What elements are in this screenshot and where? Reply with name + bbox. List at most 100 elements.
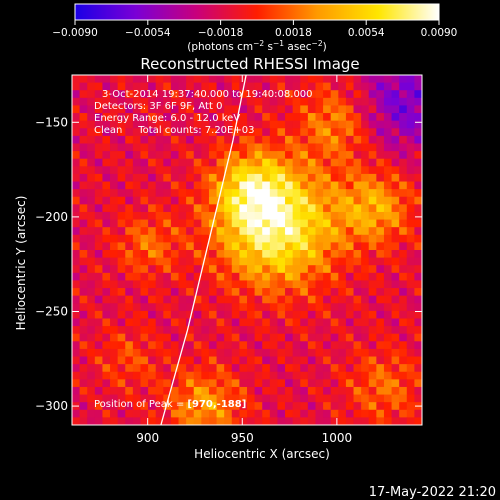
heatmap-cell bbox=[72, 196, 81, 205]
heatmap-cell bbox=[383, 189, 393, 198]
heatmap-cell bbox=[323, 143, 332, 152]
heatmap-cell bbox=[155, 143, 164, 152]
heatmap-cell bbox=[110, 151, 119, 160]
heatmap-cell bbox=[277, 219, 286, 228]
heatmap-cell bbox=[102, 371, 111, 380]
heatmap-cell bbox=[285, 211, 294, 221]
heatmap-cell bbox=[345, 265, 355, 274]
heatmap-cell bbox=[193, 75, 202, 84]
heatmap-cell bbox=[178, 417, 187, 425]
heatmap-cell bbox=[216, 158, 225, 167]
heatmap-cell bbox=[338, 417, 347, 425]
heatmap-cell bbox=[155, 97, 164, 107]
heatmap-cell bbox=[307, 219, 317, 228]
heatmap-cell bbox=[178, 272, 187, 282]
heatmap-cell bbox=[292, 189, 301, 198]
heatmap-cell bbox=[300, 196, 309, 205]
heatmap-cell bbox=[353, 394, 362, 403]
heatmap-cell bbox=[155, 333, 164, 342]
heatmap-cell bbox=[148, 135, 157, 145]
heatmap-cell bbox=[132, 128, 142, 137]
heatmap-cell bbox=[132, 318, 142, 327]
heatmap-cell bbox=[247, 173, 256, 183]
heatmap-cell bbox=[361, 356, 370, 365]
heatmap-cell bbox=[262, 310, 271, 320]
heatmap-cell bbox=[72, 82, 81, 91]
heatmap-cell bbox=[72, 242, 81, 251]
heatmap-cell bbox=[201, 135, 210, 145]
heatmap-cell bbox=[315, 318, 324, 327]
heatmap-cell bbox=[186, 386, 195, 396]
heatmap-cell bbox=[292, 143, 301, 152]
heatmap-cell bbox=[269, 257, 279, 266]
heatmap-cell bbox=[87, 128, 96, 137]
heatmap-cell bbox=[231, 242, 240, 251]
heatmap-cell bbox=[285, 227, 294, 236]
heatmap-cell bbox=[87, 204, 96, 213]
heatmap-cell bbox=[338, 318, 347, 327]
heatmap-cell bbox=[307, 120, 317, 129]
heatmap-cell bbox=[148, 379, 157, 388]
heatmap-cell bbox=[399, 219, 408, 228]
heatmap-cell bbox=[148, 257, 157, 266]
heatmap-cell bbox=[285, 364, 294, 373]
heatmap-cell bbox=[307, 394, 317, 403]
heatmap-cell bbox=[315, 128, 324, 137]
heatmap-cell bbox=[307, 348, 317, 358]
heatmap-cell bbox=[193, 341, 202, 350]
heatmap-cell bbox=[170, 135, 180, 145]
heatmap-cell bbox=[269, 151, 279, 160]
heatmap-cell bbox=[315, 417, 324, 425]
heatmap-cell bbox=[277, 394, 286, 403]
heatmap-cell bbox=[315, 90, 324, 99]
heatmap-cell bbox=[132, 75, 142, 84]
heatmap-cell bbox=[338, 181, 347, 190]
heatmap-cell bbox=[323, 371, 332, 380]
heatmap-cell bbox=[285, 181, 294, 190]
heatmap-cell bbox=[399, 211, 408, 221]
heatmap-cell bbox=[125, 409, 134, 418]
heatmap-cell bbox=[193, 181, 202, 190]
heatmap-cell bbox=[323, 82, 332, 91]
heatmap-cell bbox=[201, 166, 210, 175]
heatmap-cell bbox=[102, 257, 111, 266]
heatmap-cell bbox=[315, 211, 324, 221]
heatmap-cell bbox=[414, 333, 422, 342]
colorbar-unit: (photons cm−2 s−1 asec−2) bbox=[187, 39, 326, 53]
heatmap-cell bbox=[307, 242, 317, 251]
heatmap-cell bbox=[353, 341, 362, 350]
heatmap-cell bbox=[383, 364, 393, 373]
heatmap-cell bbox=[247, 227, 256, 236]
heatmap-cell bbox=[315, 227, 324, 236]
heatmap-cell bbox=[277, 348, 286, 358]
heatmap-cell bbox=[292, 272, 301, 282]
heatmap-cell bbox=[140, 105, 149, 114]
heatmap-cell bbox=[208, 280, 218, 289]
heatmap-cell bbox=[361, 158, 370, 167]
heatmap-cell bbox=[315, 371, 324, 380]
heatmap-cell bbox=[353, 90, 362, 99]
heatmap-cell bbox=[155, 234, 164, 243]
heatmap-cell bbox=[186, 371, 195, 380]
heatmap-cell bbox=[102, 181, 111, 190]
heatmap-cell bbox=[361, 135, 370, 145]
heatmap-cell bbox=[269, 227, 279, 236]
heatmap-cell bbox=[239, 158, 248, 167]
heatmap-cell bbox=[224, 303, 233, 312]
heatmap-cell bbox=[307, 97, 317, 107]
heatmap-cell bbox=[117, 371, 126, 380]
heatmap-cell bbox=[345, 143, 355, 152]
heatmap-cell bbox=[247, 326, 256, 335]
heatmap-cell bbox=[132, 82, 142, 91]
heatmap-cell bbox=[216, 143, 225, 152]
heatmap-cell bbox=[125, 158, 134, 167]
heatmap-cell bbox=[406, 90, 415, 99]
heatmap-cell bbox=[361, 227, 370, 236]
heatmap-cell bbox=[216, 227, 225, 236]
heatmap-cell bbox=[391, 242, 400, 251]
heatmap-cell bbox=[132, 196, 142, 205]
heatmap-cell bbox=[148, 173, 157, 183]
heatmap-cell bbox=[148, 272, 157, 282]
heatmap-cell bbox=[399, 151, 408, 160]
heatmap-cell bbox=[231, 250, 240, 259]
